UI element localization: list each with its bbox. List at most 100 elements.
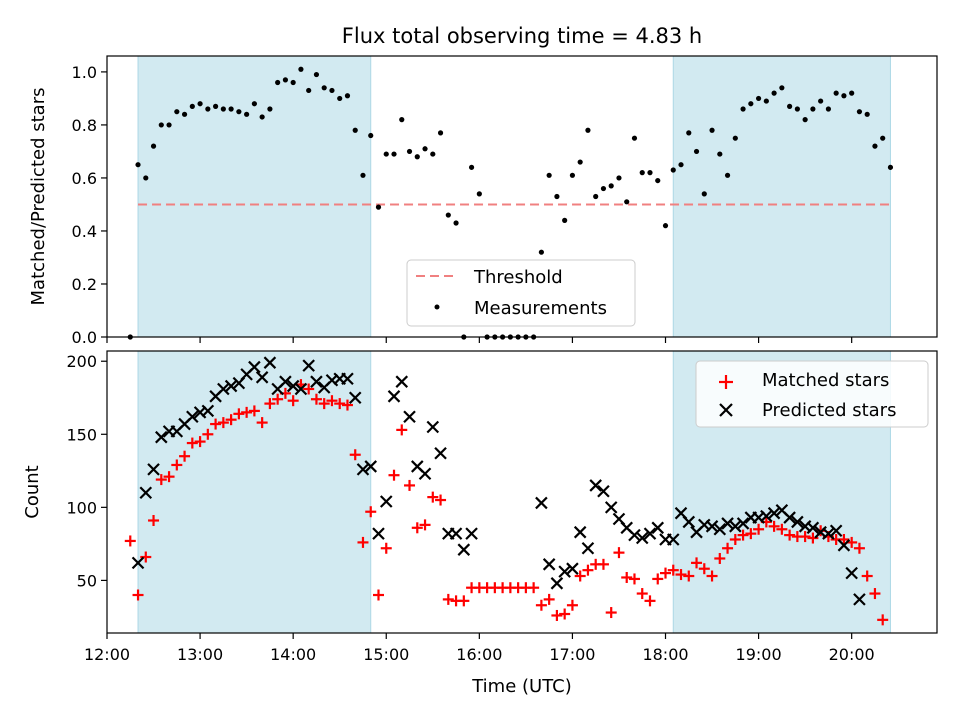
matched-star-point — [326, 395, 338, 407]
predicted-star-point — [434, 447, 447, 460]
matched-star-point — [233, 408, 245, 420]
measurement-point — [701, 191, 707, 197]
matched-star-point — [714, 552, 726, 564]
predicted-star-point — [542, 558, 556, 571]
top-axes-frame — [106, 55, 938, 338]
measurement-point — [554, 193, 560, 200]
predicted-star-point — [589, 479, 602, 492]
matched-star-point — [861, 570, 873, 582]
measurement-point — [825, 106, 832, 112]
measurement-point — [577, 159, 583, 165]
measurement-point — [337, 95, 343, 102]
measurement-point — [724, 172, 731, 178]
bottom-panel: 50 100 150 200 12:00 13:00 14:00 15:00 16:00 17:… — [22, 350, 938, 697]
predicted-star-point — [364, 460, 378, 473]
measurement-point — [562, 217, 568, 223]
measurement-point — [779, 85, 785, 91]
measurement-point — [344, 93, 351, 99]
bottom-x-ticks: 12:00 13:00 14:00 15:00 16:00 17:00 18:00 19:00… — [84, 633, 875, 664]
x-tick-label: 16:00 — [456, 645, 502, 664]
predicted-star-point — [829, 524, 843, 537]
measurement-point — [662, 223, 669, 229]
bottom-axes-frame — [106, 350, 938, 634]
matched-star-point — [551, 609, 563, 621]
matched-star-point — [194, 436, 206, 448]
predicted-star-point — [535, 496, 548, 510]
shaded-region — [673, 56, 891, 337]
measurement-point — [298, 66, 304, 72]
matched-star-point — [148, 514, 160, 526]
measurement-point — [290, 79, 296, 86]
predicted-star-point — [403, 410, 416, 424]
matched-star-point — [807, 532, 819, 544]
measurement-point — [259, 114, 265, 120]
bottom-legend-box — [695, 360, 929, 428]
matched-star-point — [372, 589, 384, 601]
y-tick-label: 150 — [66, 425, 97, 444]
measurement-point — [600, 185, 607, 192]
predicted-star-point — [379, 495, 393, 508]
measurement-point — [740, 106, 746, 112]
matched-star-point — [660, 567, 672, 579]
predicted-star-point — [566, 562, 579, 575]
matched-star-point — [186, 437, 198, 449]
measurement-point — [437, 130, 444, 136]
measurement-point — [414, 154, 420, 160]
measurement-point — [639, 170, 645, 176]
top-legend-box — [406, 259, 636, 327]
legend-measurements-swatch — [434, 304, 440, 310]
y-tick-label: 0.4 — [72, 222, 97, 241]
matched-star-point — [124, 535, 136, 547]
predicted-star-point — [643, 527, 657, 540]
measurement-point — [693, 148, 700, 155]
figure-title: Flux total observing time = 4.83 h — [342, 24, 702, 48]
bottom-y-ticks: 50 100 150 200 — [66, 352, 107, 590]
matched-star-point — [171, 459, 183, 471]
matched-star-point — [341, 399, 353, 411]
measurement-point — [763, 98, 769, 104]
matched-star-point — [179, 450, 191, 462]
matched-star-point — [388, 469, 400, 481]
measurement-point — [647, 170, 653, 176]
measurement-point — [352, 127, 358, 133]
measurement-point — [321, 85, 327, 91]
predicted-star-point — [155, 430, 168, 444]
measurement-point — [709, 127, 715, 133]
matched-star-point — [528, 582, 540, 594]
matched-star-point — [784, 529, 796, 541]
measurement-point — [593, 193, 599, 200]
predicted-star-point — [713, 522, 727, 536]
matched-star-point — [675, 569, 687, 581]
measurement-point — [833, 90, 839, 96]
predicted-star-point — [186, 410, 199, 424]
predicted-star-point — [457, 543, 471, 556]
matched-star-point — [380, 542, 392, 554]
measurement-point — [678, 162, 684, 168]
predicted-star-point — [845, 566, 858, 580]
predicted-star-point — [853, 593, 866, 606]
matched-star-point — [667, 564, 679, 576]
measurement-point — [251, 101, 257, 107]
x-tick-label: 20:00 — [829, 645, 875, 664]
measurement-point — [282, 77, 289, 83]
measurement-point — [686, 130, 692, 136]
y-tick-label: 0.6 — [72, 169, 97, 188]
matched-star-point — [691, 557, 703, 569]
measurement-point — [212, 103, 219, 109]
measurement-point — [732, 135, 738, 141]
matched-star-point — [566, 599, 578, 611]
matched-star-point — [683, 570, 695, 582]
measurement-point — [872, 143, 878, 149]
predicted-star-point — [635, 531, 649, 545]
matched-star-point — [698, 563, 710, 575]
measurement-point — [135, 162, 141, 168]
predicted-star-point — [760, 509, 773, 523]
y-tick-label: 0.2 — [72, 275, 97, 294]
predicted-star-point — [791, 515, 804, 529]
measurement-point — [313, 71, 320, 78]
predicted-star-point — [418, 467, 432, 481]
y-tick-label: 0.8 — [72, 116, 97, 135]
measurement-point — [670, 167, 676, 173]
matched-star-point — [621, 571, 633, 583]
